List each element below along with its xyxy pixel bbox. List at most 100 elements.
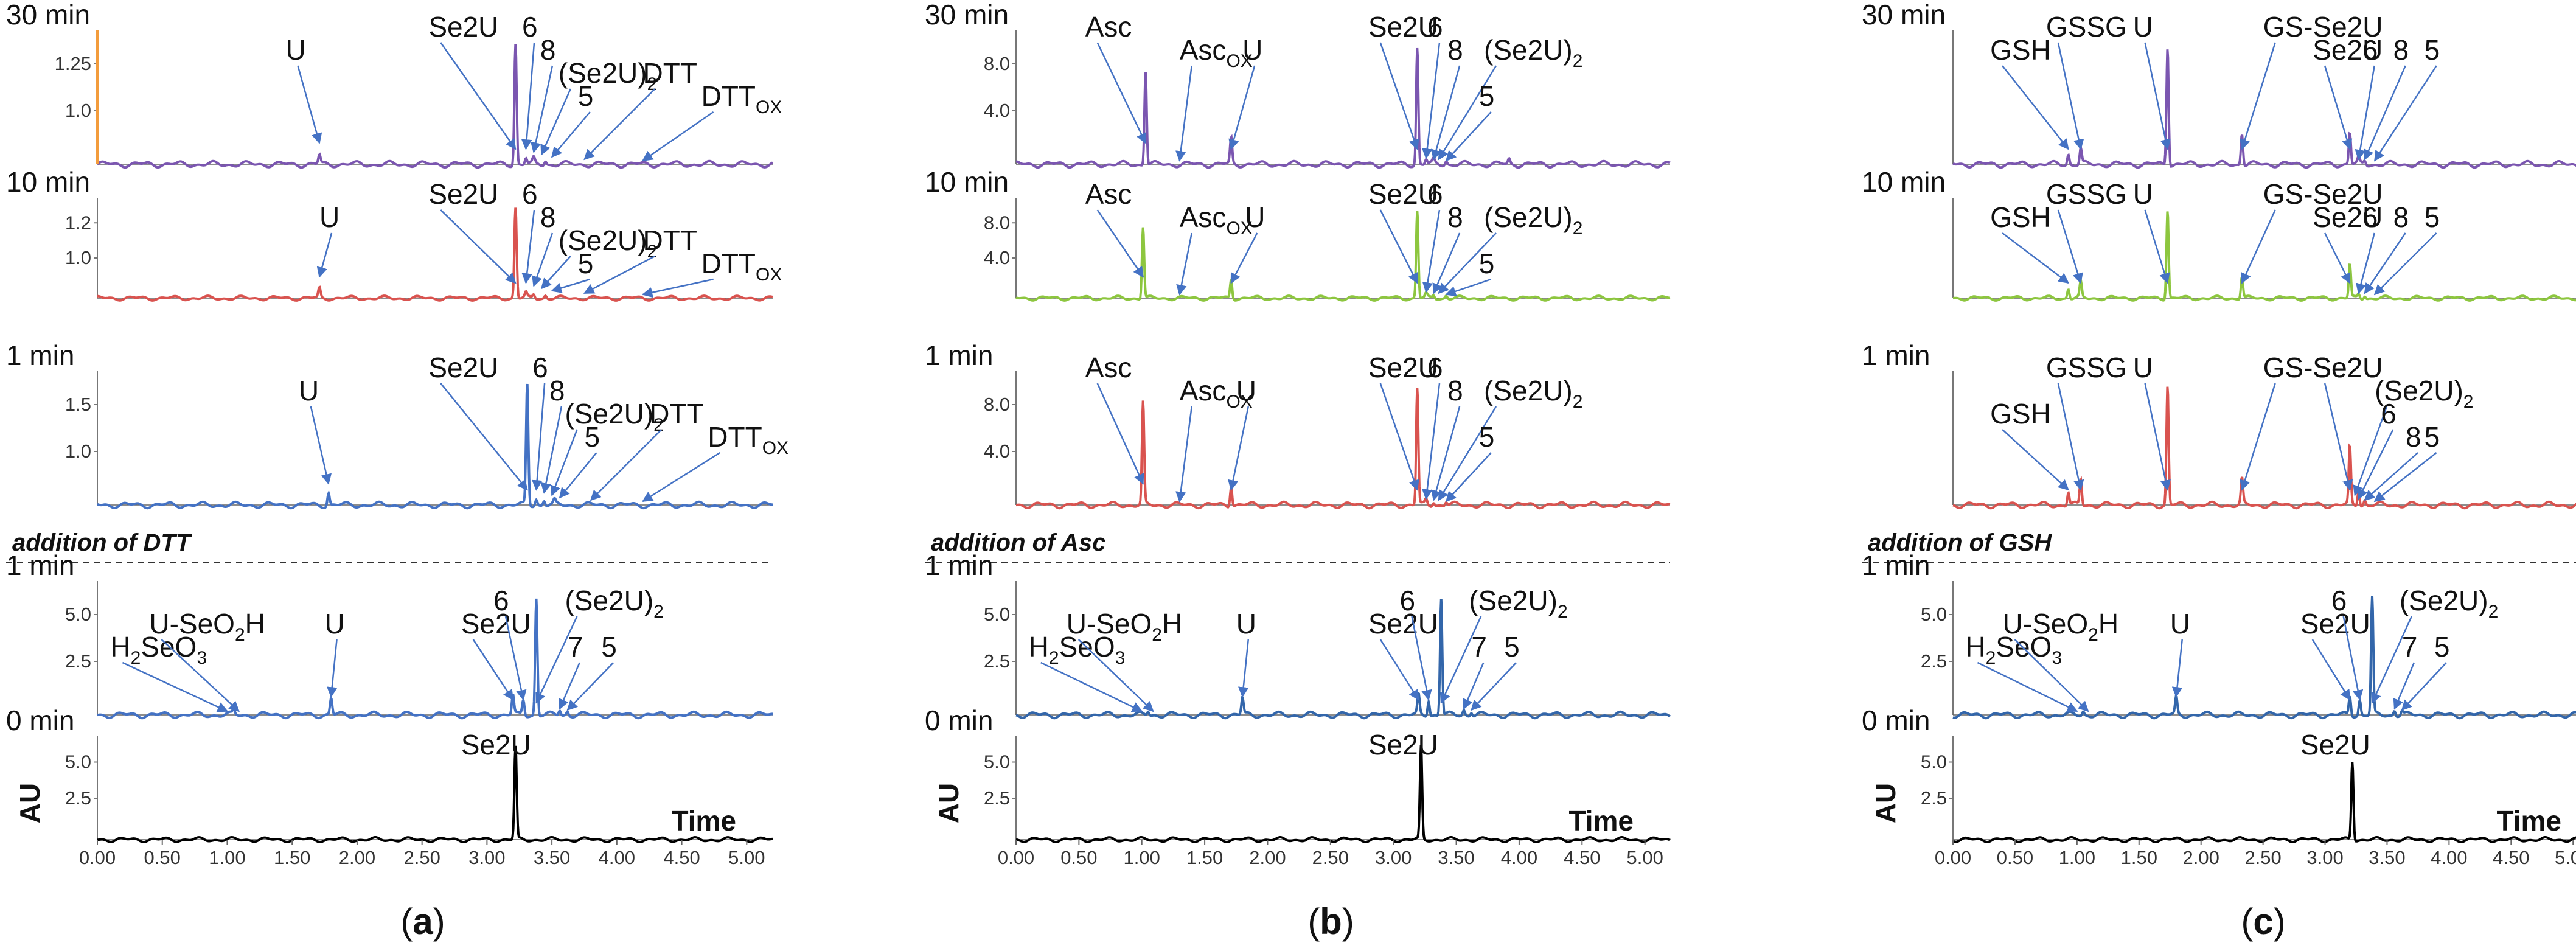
y-axis-title: AU <box>1870 783 1901 823</box>
peak-label: GS-Se2U <box>2263 352 2383 383</box>
peak-label: 8 <box>2393 34 2409 66</box>
peak-label: GSSG <box>2046 11 2127 43</box>
peak-label: H2SeO3 <box>1965 631 2062 668</box>
peak-label-text: 8 <box>2393 34 2409 66</box>
peak-label: (Se2U)2 <box>559 57 657 94</box>
peak-label: DTT <box>649 398 703 430</box>
peak-label: Se2U <box>428 352 498 383</box>
x-tick-label: 3.50 <box>1438 847 1474 868</box>
peak-label-text: 8 <box>1447 201 1463 233</box>
peak-arrow <box>540 406 563 494</box>
y-tick-label: 2.5 <box>1921 650 1947 672</box>
chromatogram-trace <box>1015 745 1671 843</box>
peak-label: U <box>2133 178 2153 210</box>
peak-arrow <box>1438 232 1497 294</box>
chromatogram-trace <box>1952 762 2576 844</box>
peak-label-text: Se2U <box>428 352 498 383</box>
peak-label: U-SeO2H <box>149 608 265 645</box>
peak-label-text2: H <box>2098 608 2118 639</box>
peak-label: Asc <box>1085 352 1132 383</box>
peak-arrow <box>310 406 332 485</box>
peak-label-text: Se2U <box>1368 352 1438 383</box>
x-tick-label: 0.50 <box>1060 847 1097 868</box>
peak-label-text: DTT <box>649 398 703 430</box>
peak-label: H2SeO3 <box>1029 631 1126 668</box>
y-tick-label: 1.5 <box>65 394 91 415</box>
peak-label: Se2U <box>461 729 531 761</box>
peak-label-text: Asc <box>1085 11 1132 43</box>
chromatogram-trace <box>1952 211 2576 302</box>
peak-label-text: 6 <box>2362 34 2378 66</box>
panel-letter: (c) <box>2241 901 2285 942</box>
peak-arrow <box>2144 383 2171 491</box>
peak-label-text: U-SeO <box>149 608 235 639</box>
peak-label-text: GSH <box>1990 398 2051 430</box>
x-tick-label: 4.00 <box>599 847 635 868</box>
peak-label-text: 6 <box>522 11 538 43</box>
peak-arrow <box>2240 42 2276 150</box>
x-axis-title: Time <box>671 805 736 837</box>
peak-label-subscript: 2 <box>1152 625 1162 645</box>
peak-label: U <box>1236 608 1256 639</box>
peak-arrow <box>540 256 571 290</box>
x-tick-label: 0.50 <box>1997 847 2033 868</box>
x-tick-label: 0.50 <box>144 847 181 868</box>
peak-label-subscript: OX <box>762 438 788 458</box>
peak-arrow <box>2311 639 2351 701</box>
peak-label: AscOX <box>1180 375 1253 412</box>
peak-label: 6 <box>2362 34 2378 66</box>
chromatogram-trace <box>97 598 773 720</box>
peak-label-text: 8 <box>2393 201 2409 233</box>
peak-arrow <box>2373 452 2437 503</box>
peak-label: (Se2U)2 <box>1484 34 1582 71</box>
peak-arrow <box>1411 616 1432 701</box>
peak-label-text: (Se2U) <box>1484 375 1573 406</box>
peak-arrow <box>122 661 229 712</box>
peak-label-text: DTT <box>701 80 756 112</box>
x-tick-label: 0.00 <box>1935 847 1971 868</box>
y-tick-label: 1.0 <box>65 247 91 268</box>
peak-arrow <box>1228 65 1256 150</box>
peak-arrow <box>1422 42 1441 159</box>
peak-label: Se2U <box>2300 729 2370 761</box>
y-tick-label: 1.25 <box>55 53 91 74</box>
peak-label: (Se2U)2 <box>559 225 657 262</box>
peak-label: 5 <box>2434 631 2450 663</box>
chromatogram-trace <box>1015 211 1671 302</box>
peak-arrow <box>521 209 535 284</box>
x-tick-label: 0.00 <box>998 847 1034 868</box>
peak-label: GSH <box>1990 34 2051 66</box>
peak-arrow <box>2364 232 2406 294</box>
trace-time-label: 0 min <box>6 705 74 736</box>
peak-label-text: 5 <box>2434 631 2450 663</box>
peak-label: 8 <box>1447 34 1463 66</box>
peak-label: Se2U <box>1368 352 1438 383</box>
chromatogram-trace <box>96 44 773 169</box>
peak-label-text: U <box>2133 178 2153 210</box>
peak-label-text: (Se2U) <box>2400 585 2488 616</box>
paren-close: ) <box>1342 901 1354 942</box>
peak-label-text: 5 <box>578 248 594 279</box>
peak-label-text: U <box>325 608 345 639</box>
peak-label-text: Se2U <box>2313 201 2383 233</box>
chromatogram-trace <box>1952 386 2576 510</box>
peak-arrow <box>327 639 338 698</box>
peak-label-text: Se2U <box>428 11 498 43</box>
peak-arrow <box>2393 662 2415 710</box>
peak-label: Se2U <box>1368 11 1438 43</box>
peak-arrow <box>642 451 720 503</box>
peak-label-text: Asc <box>1180 34 1227 66</box>
peak-arrow <box>559 452 597 499</box>
peak-arrow <box>440 209 517 284</box>
peak-label-text: Se2U <box>1368 11 1438 43</box>
peak-label-subscript: 2 <box>131 648 141 668</box>
peak-arrow <box>2002 232 2069 284</box>
peak-label-text: DTT <box>701 248 756 279</box>
peak-arrow <box>2324 65 2353 150</box>
peak-arrow <box>2371 616 2412 704</box>
peak-label-text: GSSG <box>2046 352 2127 383</box>
